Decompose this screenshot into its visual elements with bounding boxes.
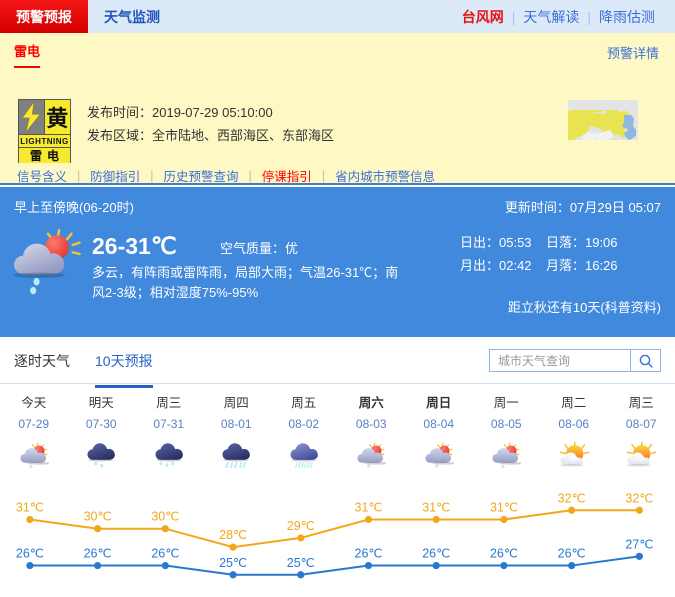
svg-text:26℃: 26℃ [355,547,383,561]
svg-text:32℃: 32℃ [558,491,586,505]
svg-text:26℃: 26℃ [84,547,112,561]
svg-text:26℃: 26℃ [151,547,179,561]
svg-text:31℃: 31℃ [16,500,44,514]
svg-text:29℃: 29℃ [287,519,315,533]
svg-text:31℃: 31℃ [422,500,450,514]
svg-text:26℃: 26℃ [490,547,518,561]
svg-text:27℃: 27℃ [625,537,653,551]
svg-text:31℃: 31℃ [355,500,383,514]
svg-text:32℃: 32℃ [625,491,653,505]
svg-text:31℃: 31℃ [490,500,518,514]
svg-text:30℃: 30℃ [151,510,179,524]
svg-text:28℃: 28℃ [219,528,247,542]
svg-text:26℃: 26℃ [558,547,586,561]
svg-text:26℃: 26℃ [16,547,44,561]
svg-text:30℃: 30℃ [84,510,112,524]
svg-text:25℃: 25℃ [219,556,247,570]
svg-text:25℃: 25℃ [287,556,315,570]
svg-text:26℃: 26℃ [422,547,450,561]
